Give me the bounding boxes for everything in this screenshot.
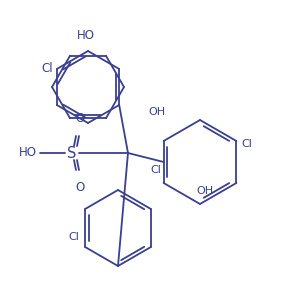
Text: HO: HO [19,147,37,159]
Text: S: S [67,145,77,161]
Text: Cl: Cl [68,232,79,242]
Text: OH: OH [196,186,213,196]
Text: Cl: Cl [241,139,252,149]
Text: HO: HO [77,29,95,42]
Text: Cl: Cl [151,165,162,175]
Text: O: O [75,181,85,194]
Text: Cl: Cl [41,63,53,75]
Text: OH: OH [148,107,165,117]
Text: O: O [75,112,85,125]
